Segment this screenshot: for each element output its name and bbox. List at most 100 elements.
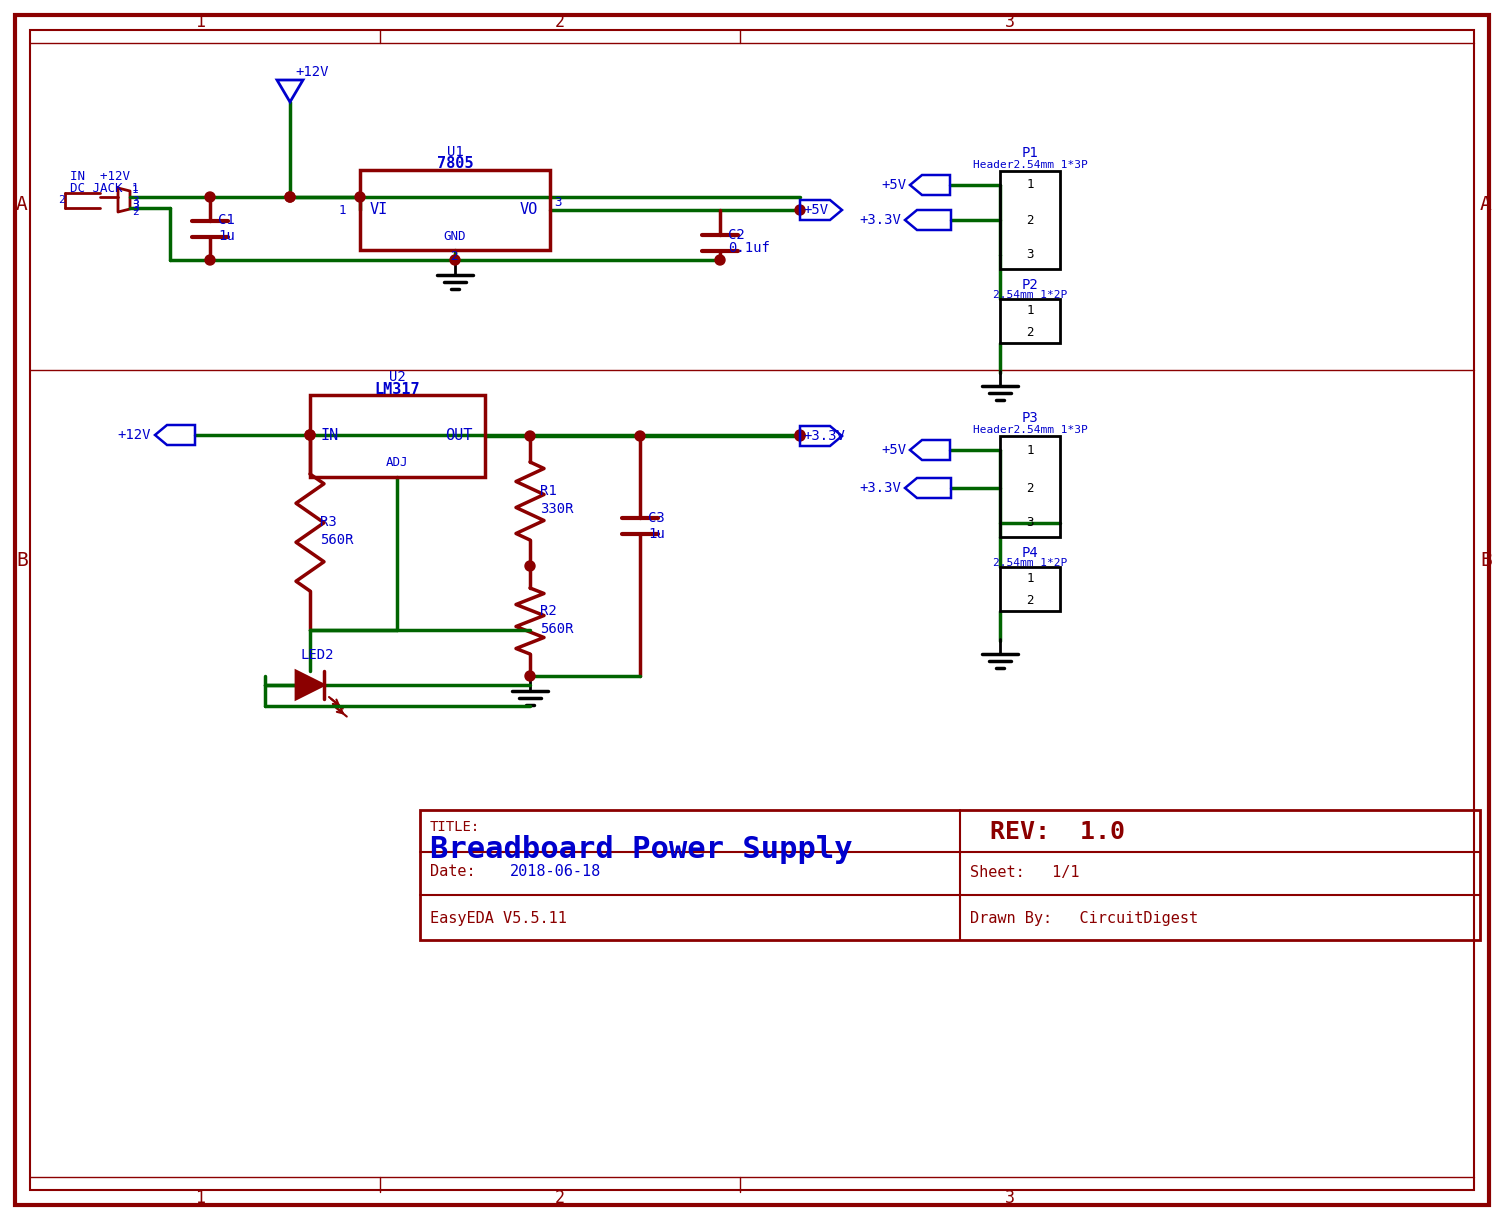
Text: 3: 3	[1005, 1190, 1015, 1207]
Text: +12V: +12V	[295, 65, 328, 79]
Circle shape	[525, 671, 535, 681]
Text: +5V: +5V	[881, 443, 905, 458]
Text: P1: P1	[1021, 146, 1038, 160]
Text: 1: 1	[1026, 572, 1033, 586]
Circle shape	[714, 255, 725, 265]
Text: 3: 3	[553, 195, 561, 209]
Text: Date:: Date:	[430, 865, 475, 880]
Text: 2018-06-18: 2018-06-18	[510, 865, 602, 880]
Text: R1: R1	[540, 484, 556, 498]
Circle shape	[205, 192, 215, 203]
Text: Header2.54mm 1*3P: Header2.54mm 1*3P	[973, 160, 1087, 170]
Circle shape	[450, 255, 460, 265]
Circle shape	[525, 561, 535, 571]
Text: +12V: +12V	[117, 428, 150, 442]
Text: 2: 2	[1026, 593, 1033, 606]
Text: 3: 3	[1026, 516, 1033, 529]
Text: GND: GND	[444, 229, 466, 243]
Circle shape	[525, 431, 535, 440]
Text: 1: 1	[132, 185, 138, 195]
Text: 2: 2	[1026, 326, 1033, 338]
Text: Drawn By:   CircuitDigest: Drawn By: CircuitDigest	[970, 910, 1199, 926]
Bar	[359, 170, 550, 250]
Circle shape	[284, 192, 295, 203]
Text: C3: C3	[648, 511, 665, 525]
Text: B: B	[17, 550, 29, 570]
Text: A: A	[17, 195, 29, 215]
Text: +3.3V: +3.3V	[859, 214, 901, 227]
Text: C1: C1	[218, 214, 235, 227]
Text: REV:  1.0: REV: 1.0	[990, 820, 1125, 844]
Text: 3: 3	[132, 196, 138, 206]
Text: Breadboard Power Supply: Breadboard Power Supply	[430, 834, 853, 864]
Bar	[1000, 171, 1060, 268]
Circle shape	[796, 429, 805, 440]
Circle shape	[205, 255, 215, 265]
Text: 2: 2	[450, 250, 457, 262]
Bar	[310, 395, 484, 477]
Text: P2: P2	[1021, 278, 1038, 292]
Bar	[1000, 299, 1060, 343]
Bar	[1000, 436, 1060, 537]
Text: 2: 2	[59, 195, 65, 205]
Text: EasyEDA V5.5.11: EasyEDA V5.5.11	[430, 910, 567, 926]
Text: 2: 2	[555, 13, 566, 30]
Text: 3: 3	[1026, 249, 1033, 261]
Text: 2: 2	[1026, 482, 1033, 494]
Text: 1: 1	[338, 204, 346, 216]
Text: Sheet:   1/1: Sheet: 1/1	[970, 865, 1080, 880]
Text: IN: IN	[320, 428, 338, 444]
Text: 2.54mm 1*2P: 2.54mm 1*2P	[993, 558, 1068, 569]
Text: 330R: 330R	[540, 501, 573, 516]
Text: 1: 1	[1026, 178, 1033, 192]
Text: 1: 1	[196, 13, 205, 30]
Text: TITLE:: TITLE:	[430, 820, 480, 834]
Text: DC JACK: DC JACK	[71, 182, 122, 194]
Text: +5V: +5V	[881, 178, 905, 192]
Text: C2: C2	[728, 228, 744, 242]
Circle shape	[355, 192, 365, 203]
Text: B: B	[1480, 550, 1492, 570]
Text: ADJ: ADJ	[385, 456, 408, 470]
Circle shape	[796, 431, 805, 440]
Text: U2: U2	[388, 370, 406, 384]
Circle shape	[796, 205, 805, 215]
Circle shape	[284, 192, 295, 203]
Text: +3.3V: +3.3V	[803, 429, 845, 443]
Text: 1: 1	[1026, 305, 1033, 317]
Text: 560R: 560R	[540, 622, 573, 636]
Circle shape	[635, 431, 645, 440]
Text: VO: VO	[520, 203, 538, 217]
Text: 1: 1	[196, 1190, 205, 1207]
Text: +5V: +5V	[803, 203, 829, 217]
Text: 0.1uf: 0.1uf	[728, 242, 770, 255]
Text: U1: U1	[447, 145, 463, 159]
Text: 1: 1	[1026, 444, 1033, 456]
Text: 2.54mm 1*2P: 2.54mm 1*2P	[993, 290, 1068, 300]
Text: R2: R2	[540, 604, 556, 619]
Bar	[1000, 567, 1060, 611]
Text: LM317: LM317	[374, 382, 420, 396]
Text: 1u: 1u	[218, 229, 235, 244]
Text: Header2.54mm 1*3P: Header2.54mm 1*3P	[973, 425, 1087, 436]
Text: R3: R3	[320, 516, 337, 529]
Text: 560R: 560R	[320, 533, 353, 548]
Text: LED2: LED2	[299, 648, 334, 662]
Text: 7805: 7805	[436, 156, 474, 172]
Text: 3: 3	[132, 203, 138, 214]
Text: 2: 2	[555, 1190, 566, 1207]
Text: OUT: OUT	[445, 428, 472, 444]
Text: A: A	[1480, 195, 1492, 215]
Text: 3: 3	[132, 200, 138, 210]
Text: VI: VI	[370, 203, 388, 217]
Bar	[420, 810, 1480, 939]
Text: IN  +12V: IN +12V	[71, 171, 129, 183]
Text: P4: P4	[1021, 547, 1038, 560]
Text: 1u: 1u	[648, 527, 665, 540]
Polygon shape	[296, 671, 323, 699]
Circle shape	[305, 429, 314, 440]
Circle shape	[305, 429, 314, 440]
Text: 2: 2	[1026, 214, 1033, 227]
Text: +3.3V: +3.3V	[859, 481, 901, 495]
Text: 3: 3	[1005, 13, 1015, 30]
